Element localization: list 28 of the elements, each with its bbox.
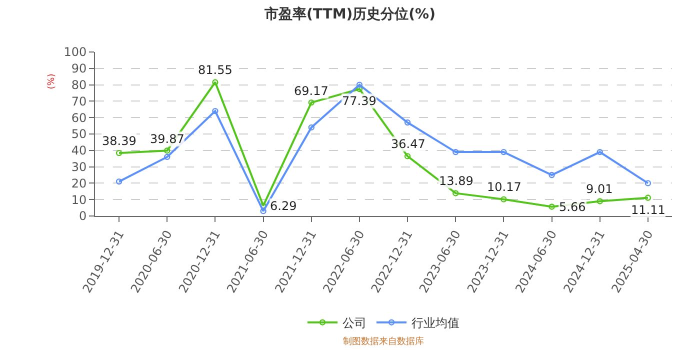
text: 制图数据来自数据库: [343, 336, 424, 347]
y-tick-label: 100: [64, 45, 87, 60]
y-tick-label: 70: [71, 94, 87, 108]
data-label: 13.89: [439, 174, 474, 188]
data-label: 81.55: [198, 63, 232, 77]
y-tick-label: 40: [71, 144, 87, 158]
data-label: 36.47: [391, 137, 426, 151]
y-tick-label: 90: [71, 62, 87, 76]
y-tick-label: 50: [71, 127, 87, 142]
data-label: 39.87: [150, 132, 184, 146]
legend-label: 行业均值: [412, 316, 460, 330]
data-label: 5.66: [559, 200, 586, 214]
y-tick-label: 30: [71, 160, 87, 174]
y-tick-label: 80: [71, 78, 87, 92]
chart-title: 市盈率(TTM)历史分位(%): [264, 6, 436, 23]
data-label: 69.17: [294, 84, 328, 98]
data-label: 6.29: [270, 199, 297, 213]
legend-label: 公司: [342, 316, 366, 330]
y-tick-label: 10: [71, 192, 87, 207]
data-label: 9.01: [586, 182, 613, 196]
y-axis-title: (%): [47, 74, 58, 90]
data-label: 77.39: [342, 94, 376, 108]
data-label: 10.17: [487, 180, 522, 194]
data-label: 11.11: [631, 203, 666, 217]
y-tick-label: 0: [78, 209, 87, 224]
data-label: 38.39: [102, 134, 136, 148]
y-tick-label: 20: [71, 176, 87, 190]
y-tick-label: 60: [71, 110, 87, 125]
